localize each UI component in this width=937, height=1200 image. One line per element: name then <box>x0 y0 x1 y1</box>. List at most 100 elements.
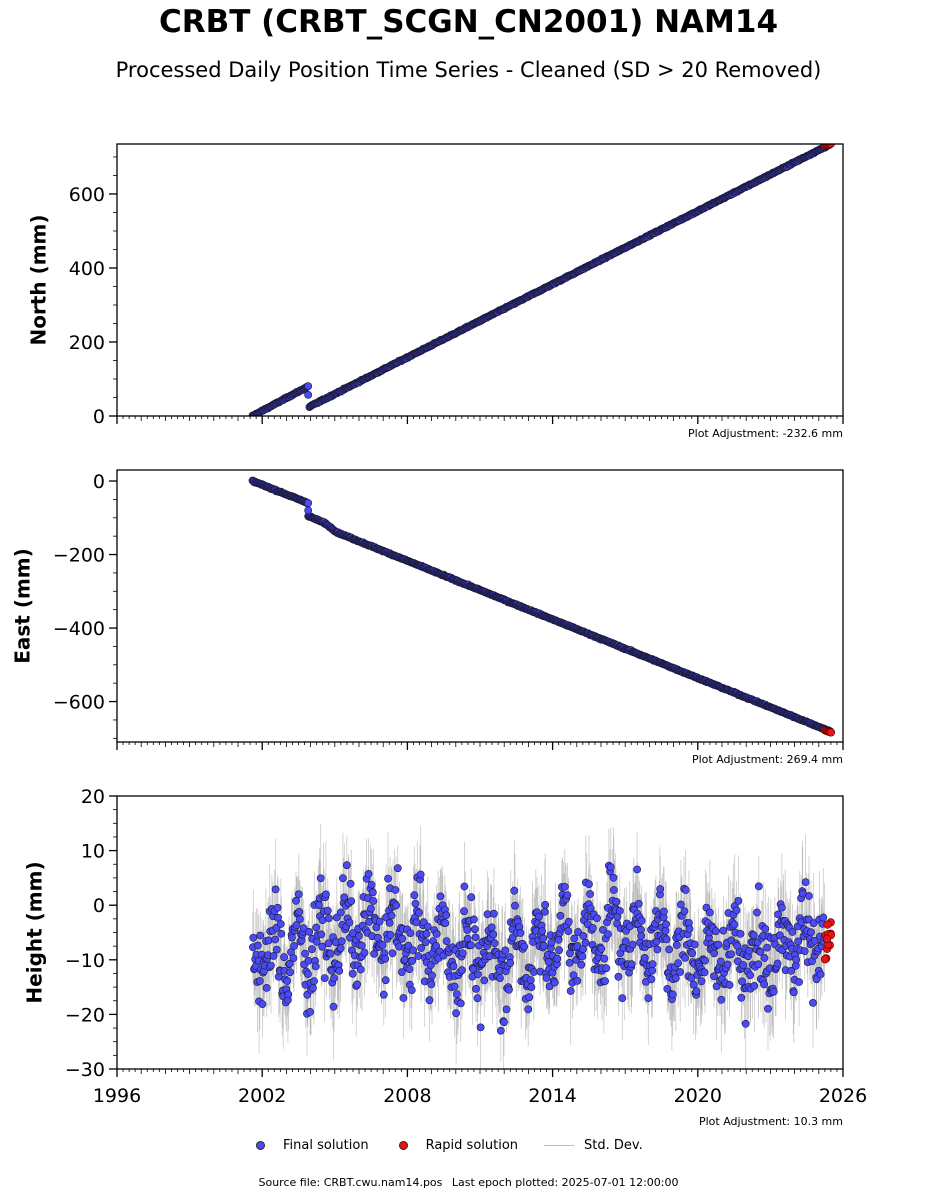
final-point <box>368 888 377 897</box>
final-point <box>404 941 413 950</box>
final-point <box>378 941 387 949</box>
final-point <box>487 923 496 932</box>
y-axis-label: Height (mm) <box>23 861 47 1003</box>
final-point <box>316 874 325 883</box>
x-tick-label: 2020 <box>674 1085 722 1107</box>
final-point <box>671 974 680 983</box>
final-point <box>432 942 440 950</box>
final-point <box>276 920 285 928</box>
footer: Source file: CRBT.cwu.nam14.pos Last epo… <box>0 1176 937 1189</box>
final-point <box>627 960 636 969</box>
std-line-icon <box>544 1145 575 1146</box>
final-point <box>566 987 575 995</box>
final-point <box>421 938 430 947</box>
final-point <box>588 924 597 932</box>
final-point <box>375 917 384 926</box>
final-point <box>516 929 525 937</box>
final-point <box>317 930 326 939</box>
final-point <box>754 882 763 891</box>
final-point <box>560 882 569 891</box>
final-point <box>304 957 313 965</box>
final-point <box>415 908 423 917</box>
y-tick-label: 10 <box>81 841 105 863</box>
final-point <box>593 914 601 923</box>
final-point <box>750 982 759 990</box>
final-point <box>717 995 726 1004</box>
y-tick-label: −30 <box>65 1059 105 1081</box>
rapid-point <box>822 934 832 944</box>
final-point <box>730 920 739 929</box>
final-point <box>502 1005 511 1014</box>
plot-adjustment: Plot Adjustment: 269.4 mm <box>692 753 843 766</box>
final-point <box>621 937 630 946</box>
final-point <box>416 870 425 879</box>
final-point <box>277 929 286 938</box>
final-point <box>381 976 390 985</box>
final-point <box>262 984 271 992</box>
final-point <box>648 960 657 969</box>
final-point <box>472 985 480 993</box>
final-point <box>425 996 434 1005</box>
y-tick-label: 0 <box>93 471 105 493</box>
final-point <box>753 908 761 917</box>
final-point <box>399 994 408 1002</box>
x-tick-label: 2002 <box>238 1085 286 1107</box>
final-point <box>458 949 467 957</box>
legend-rapid-label: Rapid solution <box>425 1138 519 1153</box>
final-point <box>535 912 543 921</box>
y-tick-label: −600 <box>53 692 105 714</box>
final-point <box>692 987 701 996</box>
final-marker-icon <box>256 1141 265 1150</box>
plot-frame <box>116 469 844 743</box>
final-point <box>496 974 504 982</box>
final-point <box>565 959 574 967</box>
final-point <box>525 993 534 1002</box>
final-point <box>272 945 281 954</box>
final-point <box>295 908 304 916</box>
final-point <box>303 970 312 978</box>
final-point <box>471 933 480 942</box>
final-point <box>367 904 375 913</box>
final-point <box>308 945 316 954</box>
final-point <box>267 961 275 970</box>
final-point <box>544 958 553 966</box>
plot-frame <box>116 143 844 417</box>
final-point <box>336 908 345 917</box>
y-tick-label: −200 <box>53 545 105 567</box>
final-point <box>672 941 681 949</box>
final-point <box>473 970 482 979</box>
final-point <box>372 923 381 932</box>
final-point <box>449 962 458 971</box>
final-point <box>545 982 554 991</box>
final-point <box>542 974 551 982</box>
final-point <box>660 907 668 916</box>
final-point <box>716 957 725 966</box>
final-point <box>386 931 395 939</box>
final-point <box>688 949 697 958</box>
final-point <box>647 975 656 984</box>
final-point <box>601 977 609 985</box>
final-point <box>469 965 478 974</box>
final-point <box>306 1008 314 1016</box>
final-point <box>467 941 475 950</box>
final-point <box>432 930 441 938</box>
rapid-point <box>826 728 836 737</box>
final-point <box>388 949 397 958</box>
final-point <box>701 956 709 965</box>
final-point <box>460 882 469 891</box>
final-point <box>807 928 815 937</box>
y-tick-label: 0 <box>93 895 105 917</box>
final-point <box>280 953 288 962</box>
final-point <box>681 954 689 962</box>
final-point <box>269 952 278 960</box>
legend-std-label: Std. Dev. <box>584 1138 643 1153</box>
final-point <box>309 984 317 992</box>
final-point <box>511 901 519 910</box>
final-point <box>318 916 327 924</box>
final-point <box>510 886 519 895</box>
final-point <box>442 937 451 945</box>
final-point <box>710 949 719 958</box>
final-point <box>452 990 461 998</box>
legend-final-label: Final solution <box>283 1138 369 1153</box>
final-point <box>304 382 313 390</box>
